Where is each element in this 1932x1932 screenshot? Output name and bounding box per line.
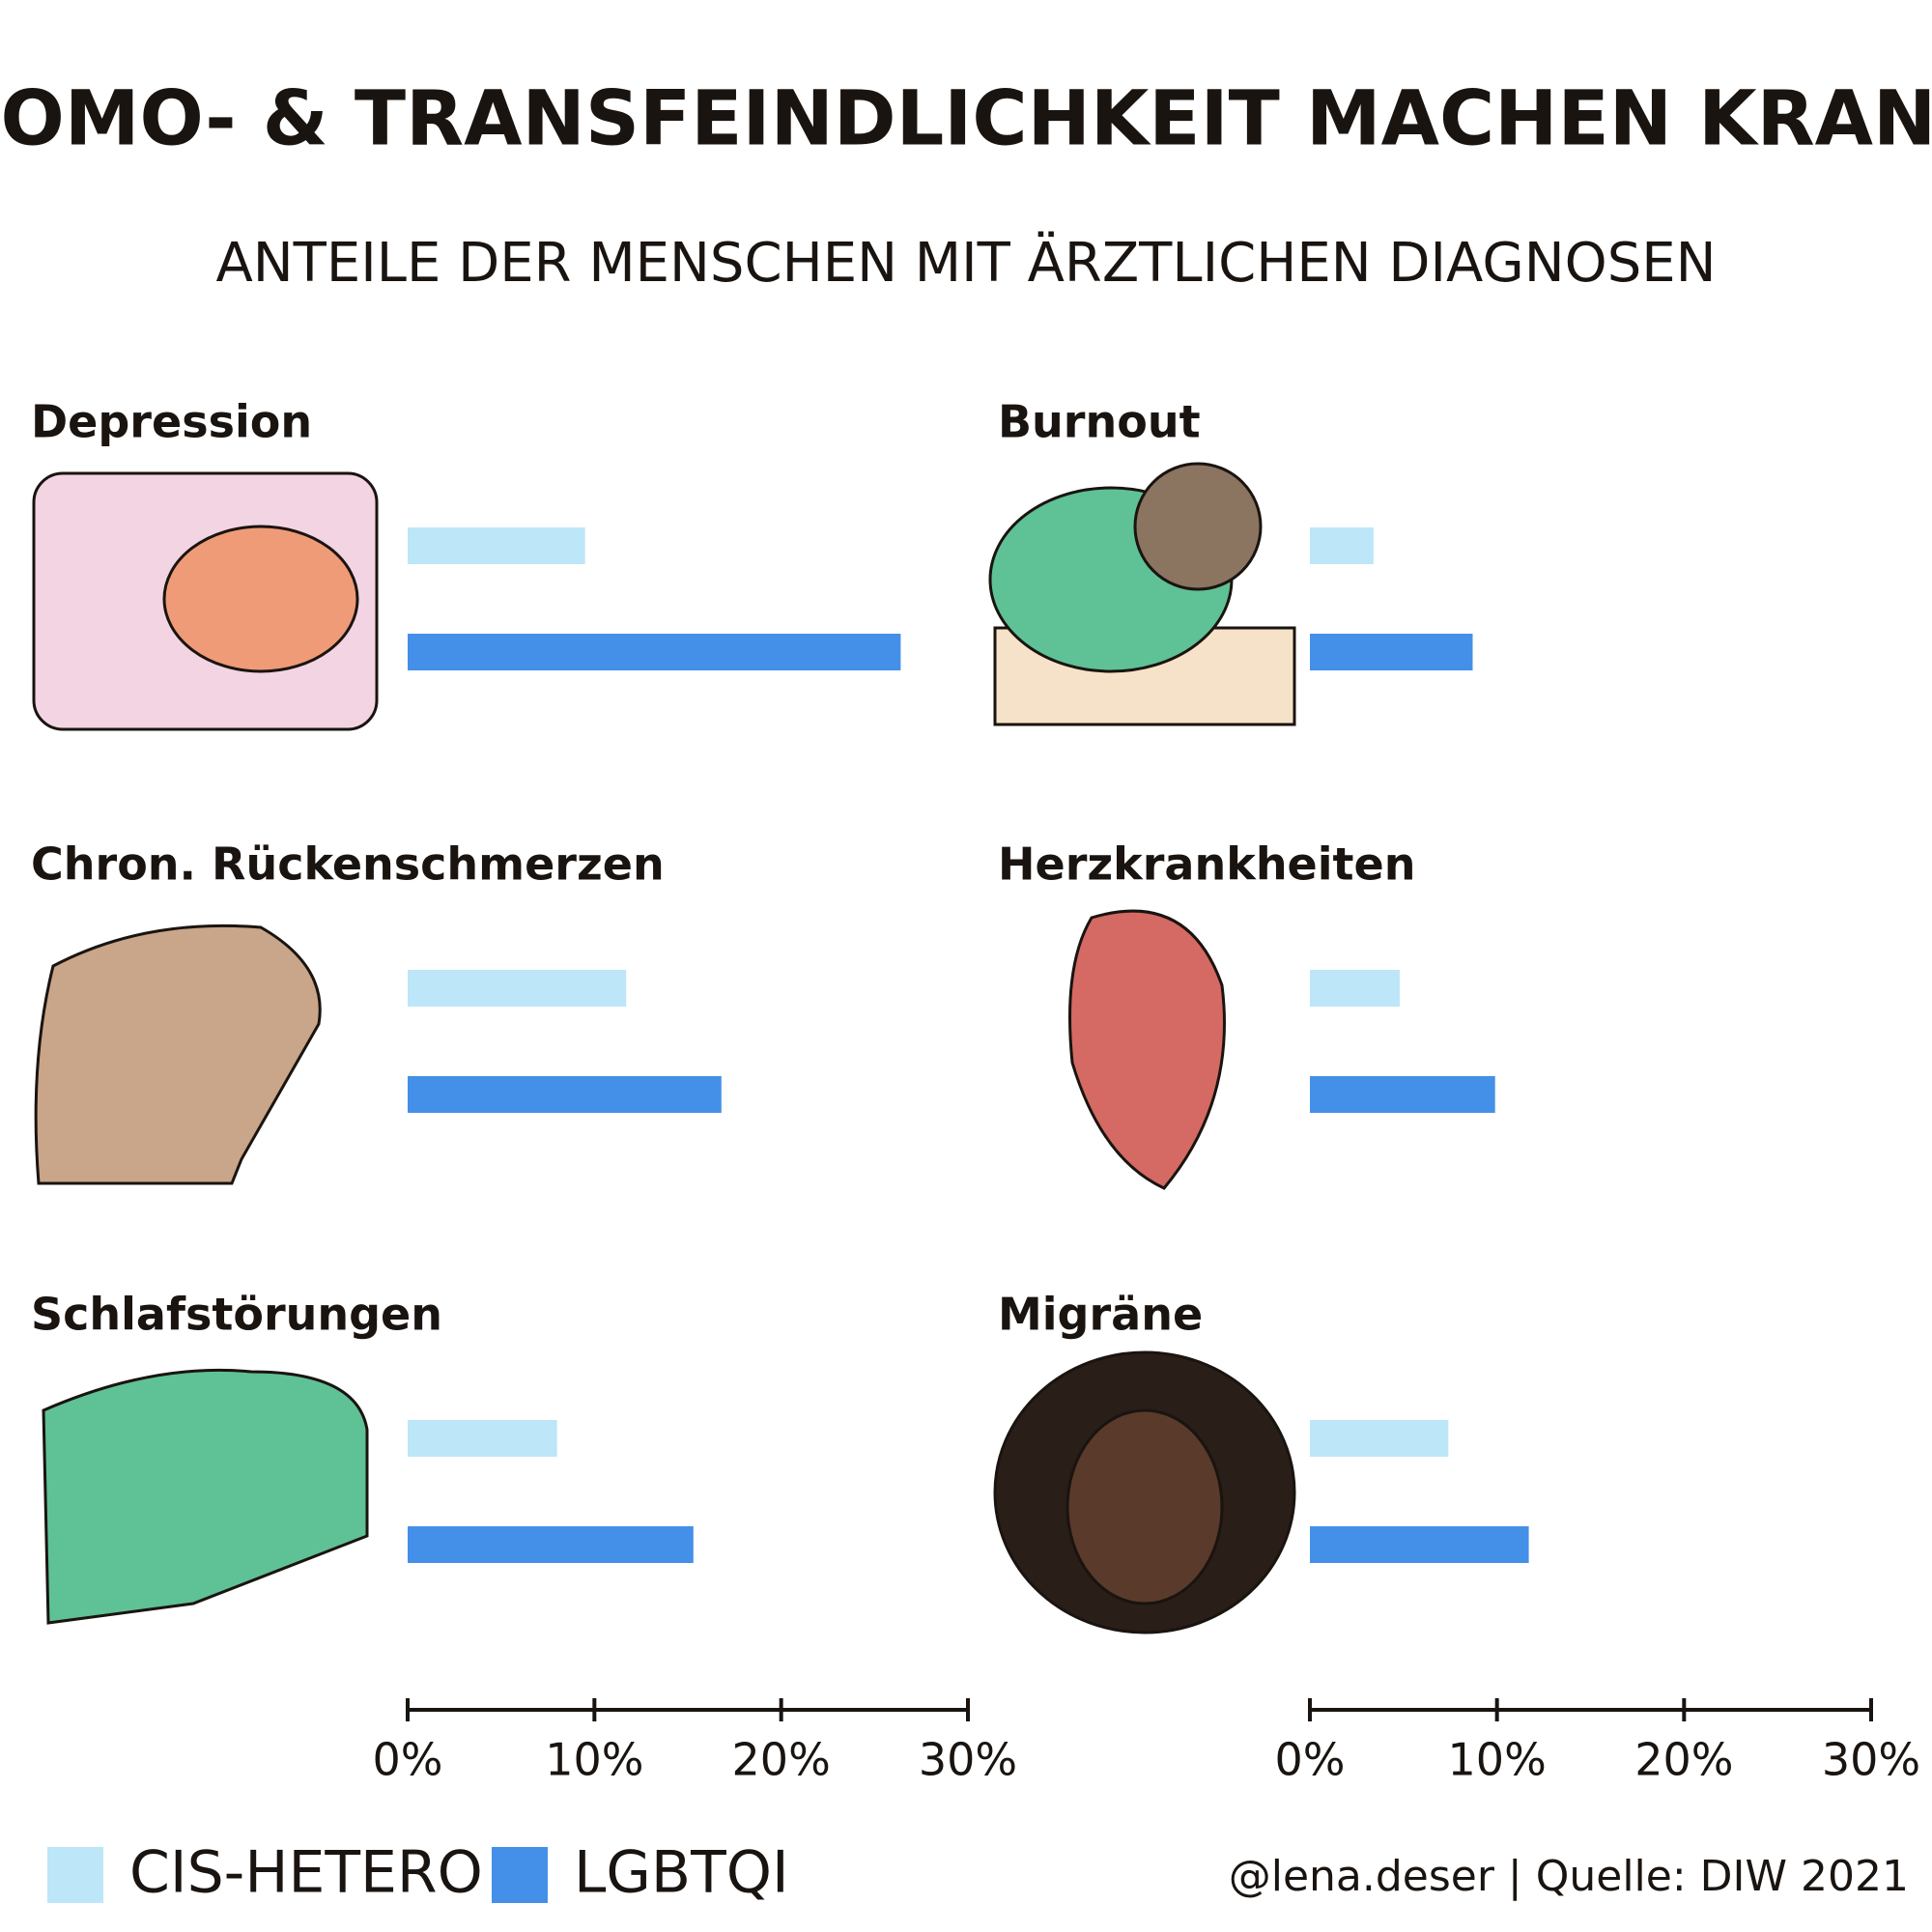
legend-swatch [492,1847,548,1903]
illustration-burnout-head [1133,462,1263,591]
bar [408,970,627,1007]
source: @lena.deser | Quelle: DIW 2021 [1229,1852,1909,1901]
illustration-back [34,923,322,1185]
panel-title: Schlafstörungen [31,1289,442,1341]
x-tick-label: 10% [545,1734,643,1786]
bar [408,634,901,670]
x-tick-label: 20% [1634,1734,1733,1786]
bar [408,527,585,564]
x-tick-label: 0% [373,1734,443,1786]
illustration-sleep [42,1368,369,1625]
panel-title: Burnout [998,396,1201,448]
bar [1310,1420,1449,1457]
x-tick-label: 10% [1448,1734,1547,1786]
legend-label: LGBTQI [574,1839,789,1907]
legend-swatch [47,1847,103,1903]
legend-label: CIS-HETERO [129,1839,483,1907]
illustration-migraine-face [1065,1408,1224,1605]
x-tick-label: 0% [1275,1734,1346,1786]
bar [1310,527,1374,564]
bar [1310,634,1473,670]
subtitle: ANTEILE DER MENSCHEN MIT ÄRZTLICHEN DIAG… [215,232,1716,295]
bar [408,1526,694,1563]
x-tick-label: 20% [732,1734,831,1786]
bar [1310,970,1400,1007]
bar [408,1076,722,1113]
x-tick-label: 30% [919,1734,1017,1786]
bar [408,1420,557,1457]
illustration-heart [1068,909,1226,1190]
bar [1310,1076,1495,1113]
illustration-depression-hair [162,525,359,673]
panel-title: Chron. Rückenschmerzen [31,838,665,891]
panel-title: Depression [31,396,312,448]
x-tick-label: 30% [1822,1734,1920,1786]
panel-title: Migräne [998,1289,1203,1341]
illustrations [32,462,1296,1634]
panel-title: Herzkrankheiten [998,838,1415,891]
bar [1310,1526,1529,1563]
title: HOMO- & TRANSFEINDLICHKEIT MACHEN KRANK [0,75,1932,162]
